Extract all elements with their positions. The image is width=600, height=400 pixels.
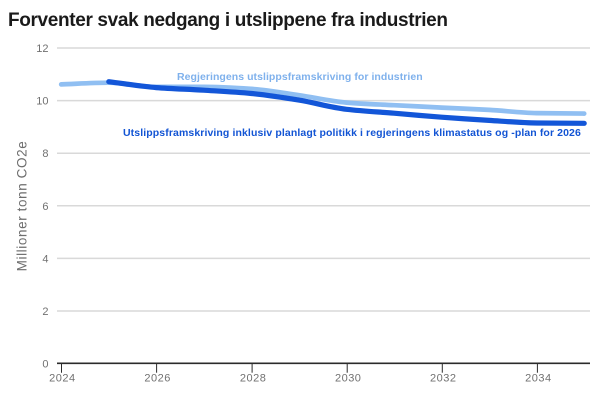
svg-text:Utslippsframskriving inklusiv: Utslippsframskriving inklusiv planlagt p…: [123, 127, 581, 139]
svg-text:0: 0: [42, 359, 48, 371]
svg-text:2034: 2034: [525, 373, 551, 385]
svg-text:2026: 2026: [144, 373, 170, 385]
svg-text:8: 8: [42, 148, 48, 160]
svg-text:2028: 2028: [240, 373, 266, 385]
svg-text:6: 6: [42, 201, 48, 213]
svg-text:2024: 2024: [49, 373, 75, 385]
svg-text:Millioner tonn CO2e: Millioner tonn CO2e: [15, 141, 30, 272]
svg-text:Forventer svak nedgang i utsli: Forventer svak nedgang i utslippene fra …: [8, 10, 448, 31]
svg-text:4: 4: [42, 253, 48, 265]
svg-text:2032: 2032: [430, 373, 456, 385]
svg-text:12: 12: [36, 43, 48, 55]
svg-text:10: 10: [36, 96, 48, 108]
svg-text:Regjeringens utslippsframskriv: Regjeringens utslippsframskriving for in…: [177, 71, 423, 83]
svg-text:2: 2: [42, 306, 48, 318]
svg-text:2030: 2030: [335, 373, 361, 385]
